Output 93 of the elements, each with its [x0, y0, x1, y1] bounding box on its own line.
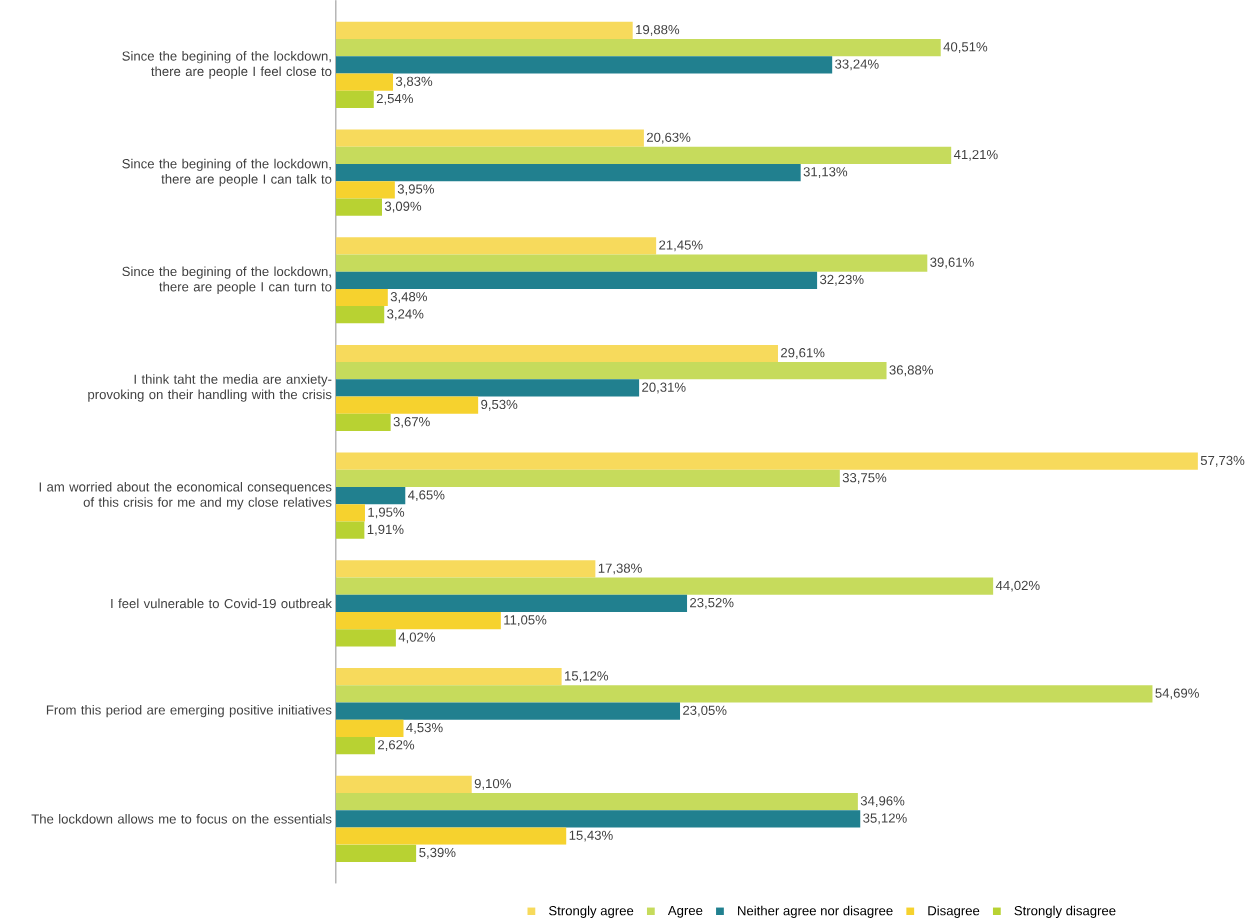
data-label: 44,02% — [995, 580, 1040, 592]
legend-label: Strongly agree — [549, 905, 634, 918]
y-tick-label: I feel vulnerable to Covid-19 outbreak — [111, 598, 332, 609]
bar — [335, 90, 374, 108]
bar — [335, 792, 858, 811]
y-tick-label: I think taht the media are anxiety-provoking on their handling with the crisis — [88, 374, 332, 402]
bar — [335, 288, 388, 306]
data-label: 41,21% — [953, 149, 998, 161]
bar — [335, 38, 941, 57]
data-label: 57,73% — [1200, 455, 1245, 467]
bar — [335, 667, 562, 686]
data-label: 3,09% — [384, 201, 422, 213]
data-label: 32,23% — [820, 274, 864, 286]
bar — [335, 379, 640, 397]
bar — [335, 306, 385, 324]
data-label: 15,12% — [565, 671, 609, 682]
data-label: 17,38% — [598, 563, 642, 575]
data-label: 3,24% — [387, 309, 424, 321]
bar — [335, 810, 861, 828]
data-label: 3,48% — [390, 291, 427, 303]
data-label: 3,95% — [397, 184, 435, 196]
data-label: 35,12% — [863, 813, 907, 825]
data-label: 40,51% — [943, 42, 988, 53]
bar — [335, 702, 681, 720]
data-label: 3,83% — [395, 76, 433, 88]
bar — [335, 577, 994, 595]
legend-label: Strongly disagree — [1014, 905, 1116, 918]
y-tick-label: Since the begining of the lockdown, there are people I feel close to — [122, 50, 332, 79]
legend-label: Agree — [667, 905, 703, 918]
bar — [335, 827, 567, 845]
bar — [335, 21, 633, 39]
bar — [335, 521, 365, 539]
y-tick-label: Since the begining of the lockdown, there are people I can talk to — [122, 158, 332, 187]
bar — [335, 413, 391, 431]
data-label: 54,69% — [1155, 688, 1199, 700]
bar — [335, 629, 396, 647]
data-label: 9,53% — [481, 399, 518, 411]
bar — [335, 594, 688, 612]
bar — [335, 469, 840, 487]
y-tick-label: From this period are emerging positive initiatives — [46, 704, 332, 718]
data-label: 4,02% — [398, 632, 436, 644]
data-label: 39,61% — [930, 257, 974, 269]
data-label: 4,65% — [408, 490, 445, 501]
bar — [335, 736, 375, 755]
data-label: 20,31% — [642, 382, 686, 394]
bar — [335, 362, 887, 380]
bar — [335, 163, 801, 182]
data-label: 2,54% — [376, 93, 413, 105]
data-label: 33,24% — [835, 59, 879, 71]
bar — [335, 56, 833, 74]
data-label: 5,39% — [419, 847, 456, 859]
data-label: 3,67% — [393, 416, 430, 428]
bar — [335, 344, 778, 363]
data-label: 23,05% — [683, 705, 727, 717]
bar — [335, 73, 394, 91]
bar — [335, 685, 1153, 703]
y-tick-label: The lockdown allows me to focus on the essentials — [31, 813, 332, 824]
bar — [335, 271, 818, 289]
bar — [335, 237, 657, 255]
y-tick-label: Since the begining of the lockdown, there are people I can turn to — [122, 266, 332, 294]
bar — [335, 396, 479, 414]
data-label: 20,63% — [646, 132, 691, 144]
bar — [335, 254, 928, 272]
legend-label: Disagree — [928, 905, 980, 918]
bar — [335, 146, 952, 164]
bar — [335, 844, 417, 862]
y-tick-label: I am worried about the economical consequences of this crisis for me and my close relatives — [39, 481, 332, 510]
bar — [335, 719, 404, 737]
bar — [335, 775, 472, 793]
data-label: 15,43% — [569, 830, 613, 842]
bar — [335, 560, 596, 578]
data-label: 29,61% — [781, 347, 825, 359]
data-label: 21,45% — [659, 240, 703, 252]
data-label: 33,75% — [842, 472, 887, 484]
data-label: 1,91% — [367, 524, 404, 536]
data-label: 9,10% — [474, 778, 511, 790]
data-label: 36,88% — [889, 365, 934, 377]
data-label: 34,96% — [860, 796, 905, 807]
data-label: 31,13% — [803, 167, 848, 178]
bar — [335, 181, 395, 199]
data-label: 4,53% — [406, 722, 443, 734]
bar — [335, 504, 365, 522]
bar — [335, 198, 382, 216]
legend-label: Neither agree nor disagree — [738, 905, 893, 918]
bar — [335, 611, 501, 630]
bar — [335, 486, 406, 505]
data-label: 11,05% — [504, 615, 547, 626]
data-label: 19,88% — [636, 24, 680, 36]
data-label: 1,95% — [368, 507, 405, 519]
data-label: 2,62% — [378, 740, 415, 751]
bar — [335, 452, 1198, 470]
bar — [335, 129, 644, 147]
data-label: 23,52% — [690, 597, 734, 609]
